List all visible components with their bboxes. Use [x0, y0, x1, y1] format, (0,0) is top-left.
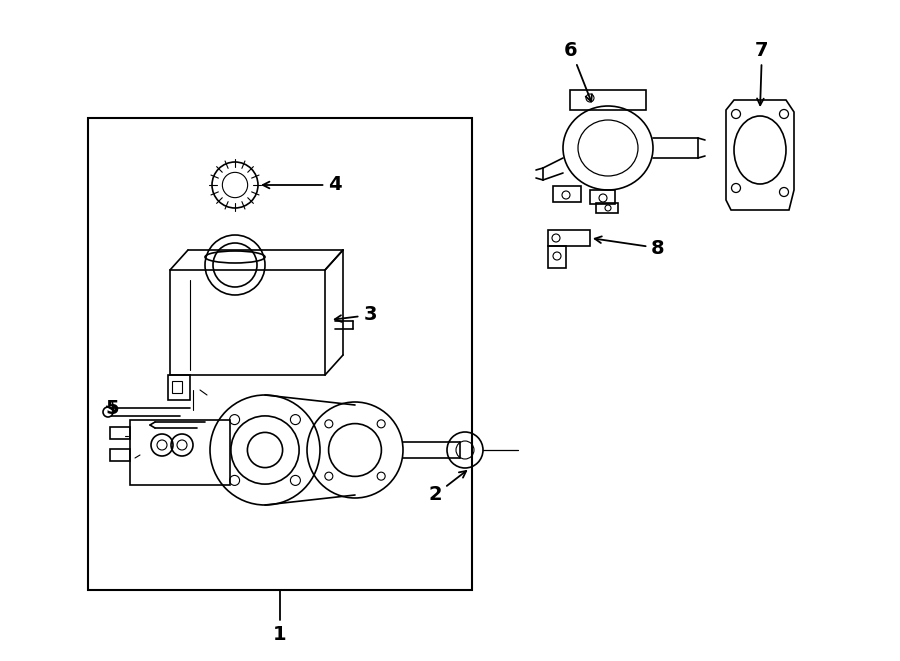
- Bar: [548, 230, 590, 246]
- Text: 4: 4: [263, 176, 342, 194]
- Bar: [172, 381, 182, 393]
- Bar: [110, 427, 130, 439]
- Bar: [553, 186, 581, 202]
- Bar: [590, 190, 615, 204]
- Bar: [88, 118, 472, 590]
- Bar: [570, 90, 646, 110]
- Text: 7: 7: [755, 40, 769, 105]
- Text: 5: 5: [105, 399, 119, 418]
- Bar: [130, 420, 230, 485]
- Text: 2: 2: [428, 471, 466, 504]
- Bar: [170, 270, 325, 375]
- Text: 6: 6: [564, 40, 592, 102]
- Bar: [548, 246, 566, 268]
- Bar: [110, 449, 130, 461]
- Text: 1: 1: [274, 625, 287, 644]
- Text: 8: 8: [595, 237, 665, 258]
- Bar: [168, 375, 190, 400]
- Circle shape: [103, 407, 113, 417]
- Text: 3: 3: [335, 305, 377, 325]
- Bar: [596, 203, 618, 213]
